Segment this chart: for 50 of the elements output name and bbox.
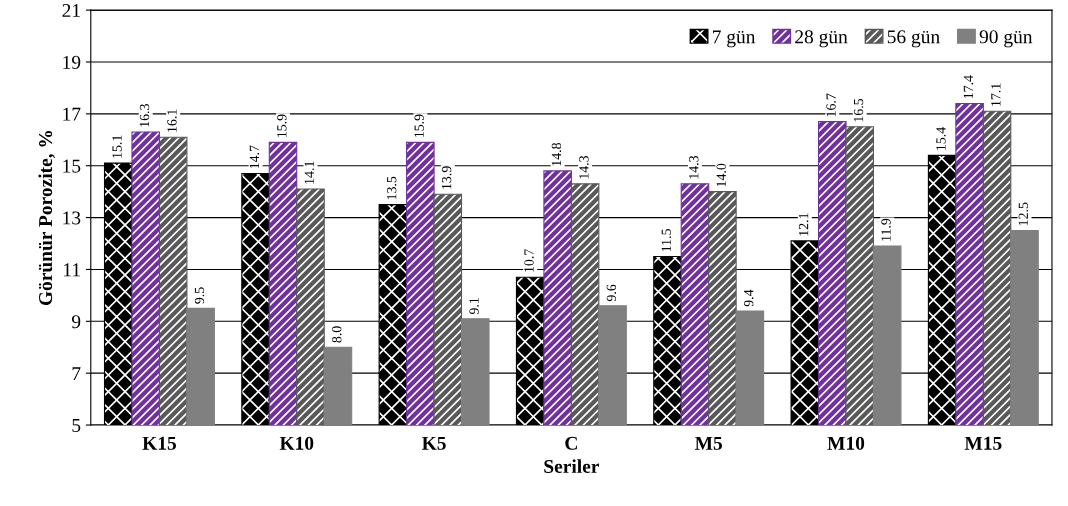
- legend-label: 90 gün: [979, 30, 1033, 48]
- x-tick-label: C: [565, 436, 577, 450]
- legend-label: 56 gün: [887, 30, 940, 48]
- x-tick-label: K5: [421, 436, 446, 450]
- data-label: 9.5: [194, 287, 205, 304]
- data-label: 17.1: [991, 83, 1001, 106]
- data-label: 14.7: [249, 145, 260, 169]
- data-label: 10.7: [524, 249, 534, 272]
- x-tick-label: K10: [279, 436, 314, 450]
- data-label: 15.1: [112, 135, 122, 158]
- legend-label: 7 gün: [712, 30, 756, 48]
- x-tick-label: K15: [142, 436, 177, 450]
- data-label: 9.4: [744, 289, 754, 307]
- data-label: 17.4: [963, 75, 974, 99]
- data-label: 16.7: [826, 93, 836, 117]
- data-label: 9.1: [469, 298, 479, 315]
- data-label: 11.5: [661, 229, 672, 252]
- data-label: 13.9: [441, 166, 452, 189]
- data-label: 14.8: [551, 142, 562, 166]
- data-label: 16.3: [139, 104, 150, 127]
- data-label: 15.9: [277, 114, 287, 137]
- y-tick-label: 19: [63, 55, 81, 69]
- legend-label: 28 gün: [795, 30, 848, 48]
- y-axis-title: Görünür Porozite, %: [38, 130, 55, 306]
- y-tick-label: 13: [63, 211, 81, 225]
- data-label: 8.0: [332, 326, 342, 343]
- y-tick-label: 21: [62, 3, 80, 17]
- y-tick-label: 7: [72, 367, 81, 380]
- data-label: 15.4: [936, 127, 946, 150]
- x-tick-label: M5: [694, 436, 723, 450]
- data-label: 14.0: [716, 163, 726, 187]
- data-label: 11.9: [881, 218, 891, 241]
- data-label: 16.5: [853, 98, 864, 122]
- data-label: 13.5: [387, 176, 397, 200]
- y-tick-label: 11: [64, 263, 80, 277]
- x-axis-title: Seriler: [544, 459, 600, 474]
- y-tick-label: 5: [72, 419, 81, 432]
- y-tick-label: 9: [71, 315, 81, 329]
- data-label: 14.3: [579, 155, 589, 179]
- data-label: 15.9: [414, 114, 424, 137]
- data-label: 12.1: [798, 213, 809, 236]
- y-tick-label: 15: [63, 159, 81, 173]
- data-label: 16.1: [167, 109, 177, 132]
- data-label: 9.6: [606, 284, 617, 302]
- data-label: 14.1: [304, 161, 315, 184]
- x-tick-label: M15: [964, 436, 1002, 450]
- data-label: 14.3: [689, 155, 699, 179]
- data-label: 12.5: [1018, 202, 1029, 226]
- y-tick-label: 17: [63, 107, 81, 121]
- x-tick-label: M10: [827, 436, 865, 450]
